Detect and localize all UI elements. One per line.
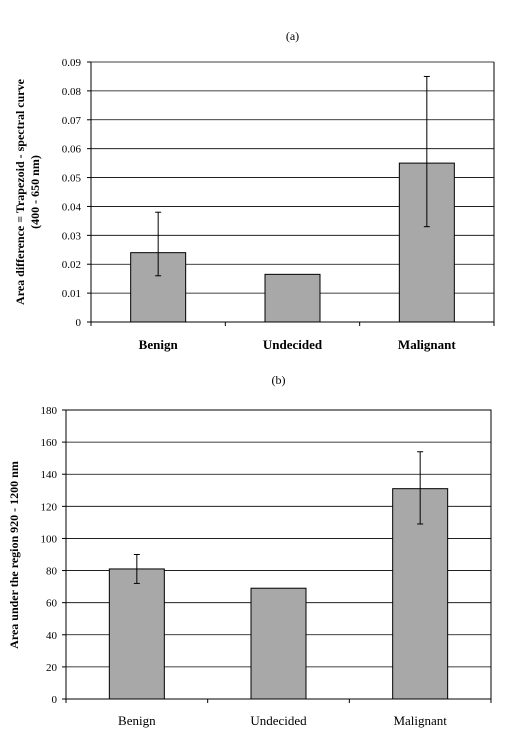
y-tick-label: 0.07 bbox=[62, 115, 82, 127]
y-tick-label: 0.01 bbox=[62, 288, 81, 300]
y-tick-label: 40 bbox=[46, 630, 58, 642]
y-tick-label: 100 bbox=[41, 533, 58, 545]
y-tick-label: 0 bbox=[52, 694, 58, 706]
y-tick-label: 160 bbox=[41, 437, 58, 449]
y-tick-label: 0.06 bbox=[62, 144, 82, 156]
y-tick-label: 0.09 bbox=[62, 57, 82, 69]
y-tick-label: 80 bbox=[46, 566, 58, 578]
y-tick-label: 60 bbox=[46, 598, 58, 610]
chart-a: (a) 0 0.01 0.02 0.03 0.04 0.05 0.06 0.07 0.08 0.09… bbox=[13, 29, 495, 352]
bar-benign bbox=[108, 568, 165, 700]
x-category-label: Malignant bbox=[393, 713, 447, 728]
x-category-label: Undecided bbox=[263, 337, 323, 352]
y-axis-label: Area under the region 920 - 1200 nm bbox=[7, 461, 21, 649]
y-axis-label: (400 - 650 nm) bbox=[28, 155, 42, 229]
x-category-label: Undecided bbox=[250, 713, 307, 728]
y-tick-label: 0.02 bbox=[62, 259, 81, 271]
y-tick-label: 0 bbox=[76, 317, 82, 329]
x-category-label: Benign bbox=[118, 713, 156, 728]
y-tick-label: 0.03 bbox=[62, 230, 82, 242]
y-tick-label: 120 bbox=[41, 501, 58, 513]
y-tick-label: 180 bbox=[41, 405, 58, 417]
chart-title: (a) bbox=[286, 29, 299, 43]
x-category-label: Malignant bbox=[398, 337, 456, 352]
bar-undecided bbox=[250, 587, 307, 700]
y-tick-label: 0.05 bbox=[62, 173, 82, 185]
y-tick-label: 20 bbox=[46, 662, 58, 674]
y-tick-label: 0.04 bbox=[62, 201, 82, 213]
y-tick-label: 140 bbox=[41, 469, 58, 481]
y-axis-label: Area difference = Trapezoid - spectral c… bbox=[13, 78, 27, 305]
chart-b: (b) 0 20 40 60 80 100 120 140 160 180 Benign Undecid… bbox=[7, 373, 492, 728]
y-tick-label: 0.08 bbox=[62, 86, 82, 98]
chart-title: (b) bbox=[272, 373, 286, 387]
bar-undecided bbox=[264, 273, 321, 323]
x-category-label: Benign bbox=[139, 337, 179, 352]
